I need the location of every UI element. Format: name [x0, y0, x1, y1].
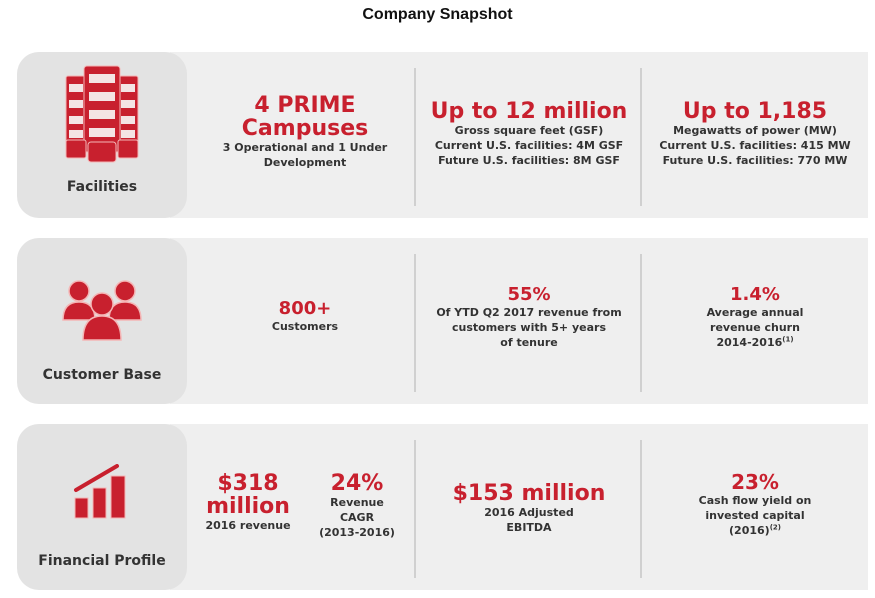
stat-value: 24% [330, 471, 384, 496]
column-divider [640, 254, 642, 392]
stat-caption: Current U.S. facilities: 4M GSF [434, 139, 624, 153]
stat-caption: (2013-2016) [319, 526, 395, 540]
category-label: Financial Profile [38, 553, 166, 569]
stat-value: 23% [731, 470, 779, 494]
footnote-marker: (2) [769, 523, 781, 532]
stat-caption: Future U.S. facilities: 8M GSF [438, 154, 620, 168]
stat-caption: of tenure [500, 335, 558, 349]
row-band [170, 52, 868, 218]
stat-value: Up to 12 million [430, 99, 628, 124]
stat-caption: revenue churn [710, 320, 800, 334]
stat-value: $153 million [452, 481, 606, 506]
stat-value: Up to 1,185 [682, 99, 828, 124]
column-divider [414, 254, 416, 392]
stat-value: 1.4% [730, 284, 780, 305]
stat-caption: Customers [271, 319, 339, 333]
column-divider [640, 68, 642, 206]
stat-caption: Megawatts of power (MW) [673, 124, 837, 138]
stat-caption: 3 Operational and 1 Under [222, 141, 388, 155]
bar-chart-growth-icon [17, 464, 187, 520]
stat-caption: invested capital [705, 509, 805, 522]
column-divider [414, 440, 416, 578]
category-tile-customer-base: Customer Base [17, 238, 187, 404]
category-label: Customer Base [42, 367, 162, 383]
stat-caption: Development [263, 156, 347, 170]
stat-caption-text: 2014-2016 [716, 335, 783, 349]
stat-caption: (2016)(2) [644, 523, 866, 538]
stat-caption: Revenue [330, 496, 384, 510]
people-group-icon [17, 280, 187, 342]
stat-value-line1: $318 [217, 471, 279, 496]
stat-caption: Average annual [706, 305, 804, 319]
stat-caption: Gross square feet (GSF) [454, 124, 604, 138]
stat-caption: CAGR [339, 511, 375, 525]
stat-value-line2: million [206, 494, 290, 520]
stat-cash-flow-yield: 23% Cash flow yield on invested capital … [644, 472, 866, 538]
stat-megawatts: Up to 1,185 Megawatts of power (MW) Curr… [644, 100, 866, 168]
stat-caption: 2014-2016(1) [644, 335, 866, 350]
stat-2016-revenue: $318 million 2016 revenue [192, 472, 304, 533]
stat-caption-text: (2016) [729, 524, 770, 537]
column-divider [640, 440, 642, 578]
stat-caption: Current U.S. facilities: 415 MW [659, 139, 851, 153]
stat-gross-square-feet: Up to 12 million Gross square feet (GSF)… [418, 100, 640, 168]
stat-caption: customers with 5+ years [451, 320, 607, 334]
building-icon [17, 64, 187, 164]
row-band [170, 424, 868, 590]
row-financial-profile: Financial Profile $318 million 2016 reve… [0, 424, 875, 590]
stat-caption: 2016 revenue [205, 519, 291, 533]
stat-value-line2: Campuses [241, 116, 369, 142]
stat-caption: EBITDA [506, 521, 552, 535]
category-tile-facilities: Facilities [17, 52, 187, 218]
footnote-marker: (1) [782, 335, 794, 344]
stat-adjusted-ebitda: $153 million 2016 Adjusted EBITDA [418, 482, 640, 535]
stat-tenure-revenue: 55% Of YTD Q2 2017 revenue from customer… [418, 284, 640, 350]
row-band [170, 238, 868, 404]
stat-revenue-churn: 1.4% Average annual revenue churn 2014-2… [644, 284, 866, 350]
category-label: Facilities [66, 179, 138, 195]
stat-prime-campuses: 4 PRIME Campuses 3 Operational and 1 Und… [200, 94, 410, 170]
row-customer-base: Customer Base 800+ Customers 55% Of YTD … [0, 238, 875, 404]
stat-caption: 2016 Adjusted [484, 506, 574, 520]
category-tile-financial-profile: Financial Profile [17, 424, 187, 590]
page-title: Company Snapshot [362, 6, 513, 23]
column-divider [414, 68, 416, 206]
stat-value: 800+ [278, 298, 332, 319]
row-facilities: Facilities 4 PRIME Campuses 3 Operationa… [0, 52, 875, 218]
stat-revenue-cagr: 24% Revenue CAGR (2013-2016) [304, 472, 410, 540]
stat-caption: Of YTD Q2 2017 revenue from [436, 305, 622, 319]
stat-caption: Cash flow yield on [698, 494, 812, 507]
stat-value: 55% [507, 284, 551, 305]
stat-customers: 800+ Customers [200, 298, 410, 334]
stat-value-line1: 4 PRIME [254, 93, 356, 118]
stat-caption: Future U.S. facilities: 770 MW [662, 154, 848, 168]
